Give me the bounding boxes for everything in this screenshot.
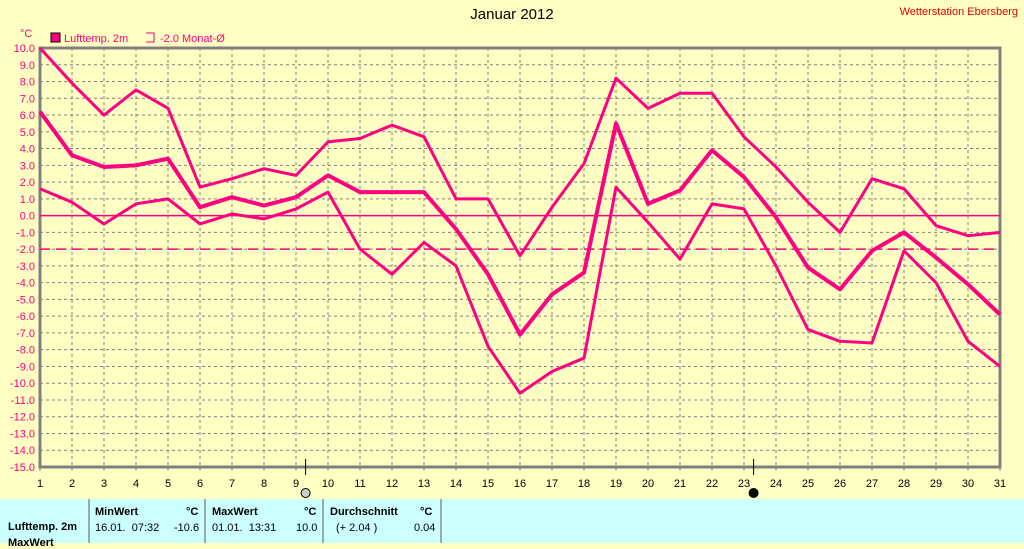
row-label: Lufttemp. 2m [8,521,78,533]
x-tick-label: 24 [770,478,782,490]
max-unit: °C [304,506,317,518]
station-name: Wetterstation Ebersberg [899,6,1018,18]
avg-value: 0.04 [414,522,436,534]
x-tick-label: 22 [706,478,718,490]
legend-swatch-temp [50,32,61,43]
x-tick-label: 15 [482,478,494,490]
x-tick-label: 16 [514,478,526,490]
y-tick-label: 8.0 [20,77,35,89]
divider [322,499,324,543]
avg-delta: (+ 2.04 ) [336,522,378,534]
plot-frame [38,46,1002,469]
x-tick-label: 29 [930,478,942,490]
y-tick-label: -3.0 [16,261,35,273]
x-tick-label: 28 [898,478,910,490]
x-tick-label: 17 [546,478,558,490]
x-tick-label: 20 [642,478,654,490]
series-line-min [39,185,1001,395]
y-tick-label: 10.0 [14,43,35,55]
y-tick-label: 7.0 [20,93,35,105]
y-tick-label: 2.0 [20,177,35,189]
min-value: -10.6 [174,522,200,534]
x-tick-label: 3 [101,478,107,490]
legend-label-temp: Lufttemp. 2m [64,33,128,45]
x-tick-label: 6 [197,478,203,490]
x-tick-label: 11 [354,478,365,490]
x-tick-label: 4 [133,478,139,490]
min-unit: °C [186,506,199,518]
legend-label-avg: -2.0 Monat-Ø [160,33,225,45]
x-tick-label: 23 [738,478,750,490]
y-tick-label: -10.0 [10,378,35,390]
stats-panel: Lufttemp. 2m MaxWert MinWert °C 16.01. 0… [0,499,1024,549]
chart-title: Januar 2012 [470,6,554,23]
new-moon-icon [748,488,759,498]
y-tick-label: 9.0 [20,60,35,72]
full-moon-icon [300,488,311,498]
x-tick-label: 19 [610,478,622,490]
min-header: MinWert [95,506,139,518]
x-tick-label: 14 [450,478,462,490]
y-tick-label: 4.0 [20,144,35,156]
x-tick-label: 1 [37,478,43,490]
max-time: 01.01. 13:31 [212,522,277,534]
x-tick-label: 13 [418,478,430,490]
max-value: 10.0 [296,522,318,534]
y-tick-label: 0.0 [20,211,35,223]
x-tick-label: 18 [578,478,590,490]
divider [440,499,442,543]
legend-swatch-avg [146,32,155,43]
y-tick-label: -8.0 [16,345,35,357]
x-tick-label: 9 [293,478,299,490]
x-tick-label: 8 [261,478,267,490]
x-tick-label: 21 [674,478,686,490]
row2-label: MaxWert [8,537,54,549]
y-tick-label: -2.0 [16,244,35,256]
y-tick-label: -12.0 [10,412,35,424]
x-tick-label: 7 [229,478,235,490]
x-tick-label: 30 [962,478,974,490]
y-tick-label: -5.0 [16,294,35,306]
avg-unit: °C [420,506,433,518]
temperature-chart: 10.0 9.0 8.0 7.0 6.0 5.0 4.0 3.0 2.0 1.0 0.0 -1.0 -2… [10,28,1006,498]
y-tick-label: -11.0 [11,395,35,407]
series-line-lufttemp-2m [38,110,1002,337]
y-axis-label: °C [20,28,32,40]
avg-header: Durchschnitt [330,506,398,518]
divider [204,499,206,543]
y-tick-label: 6.0 [20,110,35,122]
series-line-max [38,46,1001,258]
y-tick-label: -13.0 [10,428,35,440]
y-tick-label: -14.0 [10,445,35,457]
x-tick-label: 12 [386,478,398,490]
x-tick-label: 25 [802,478,814,490]
x-tick-label: 5 [165,478,171,490]
y-tick-label: -7.0 [16,328,35,340]
y-tick-label: 5.0 [20,127,35,139]
x-tick-label: 2 [69,478,75,490]
y-tick-label: -9.0 [16,361,35,373]
y-tick-label: -4.0 [16,278,35,290]
x-tick-label: 10 [322,478,334,490]
y-tick-label: -6.0 [16,311,35,323]
y-tick-label: -15.0 [10,462,35,474]
y-tick-label: 3.0 [20,160,35,172]
max-header: MaxWert [212,506,258,518]
min-time: 16.01. 07:32 [95,522,160,534]
x-tick-label: 27 [866,478,878,490]
y-tick-label: 1.0 [20,194,35,206]
divider [88,499,90,543]
x-tick-label: 31 [994,478,1006,490]
y-tick-label: -1.0 [16,227,35,239]
x-tick-label: 26 [834,478,846,490]
